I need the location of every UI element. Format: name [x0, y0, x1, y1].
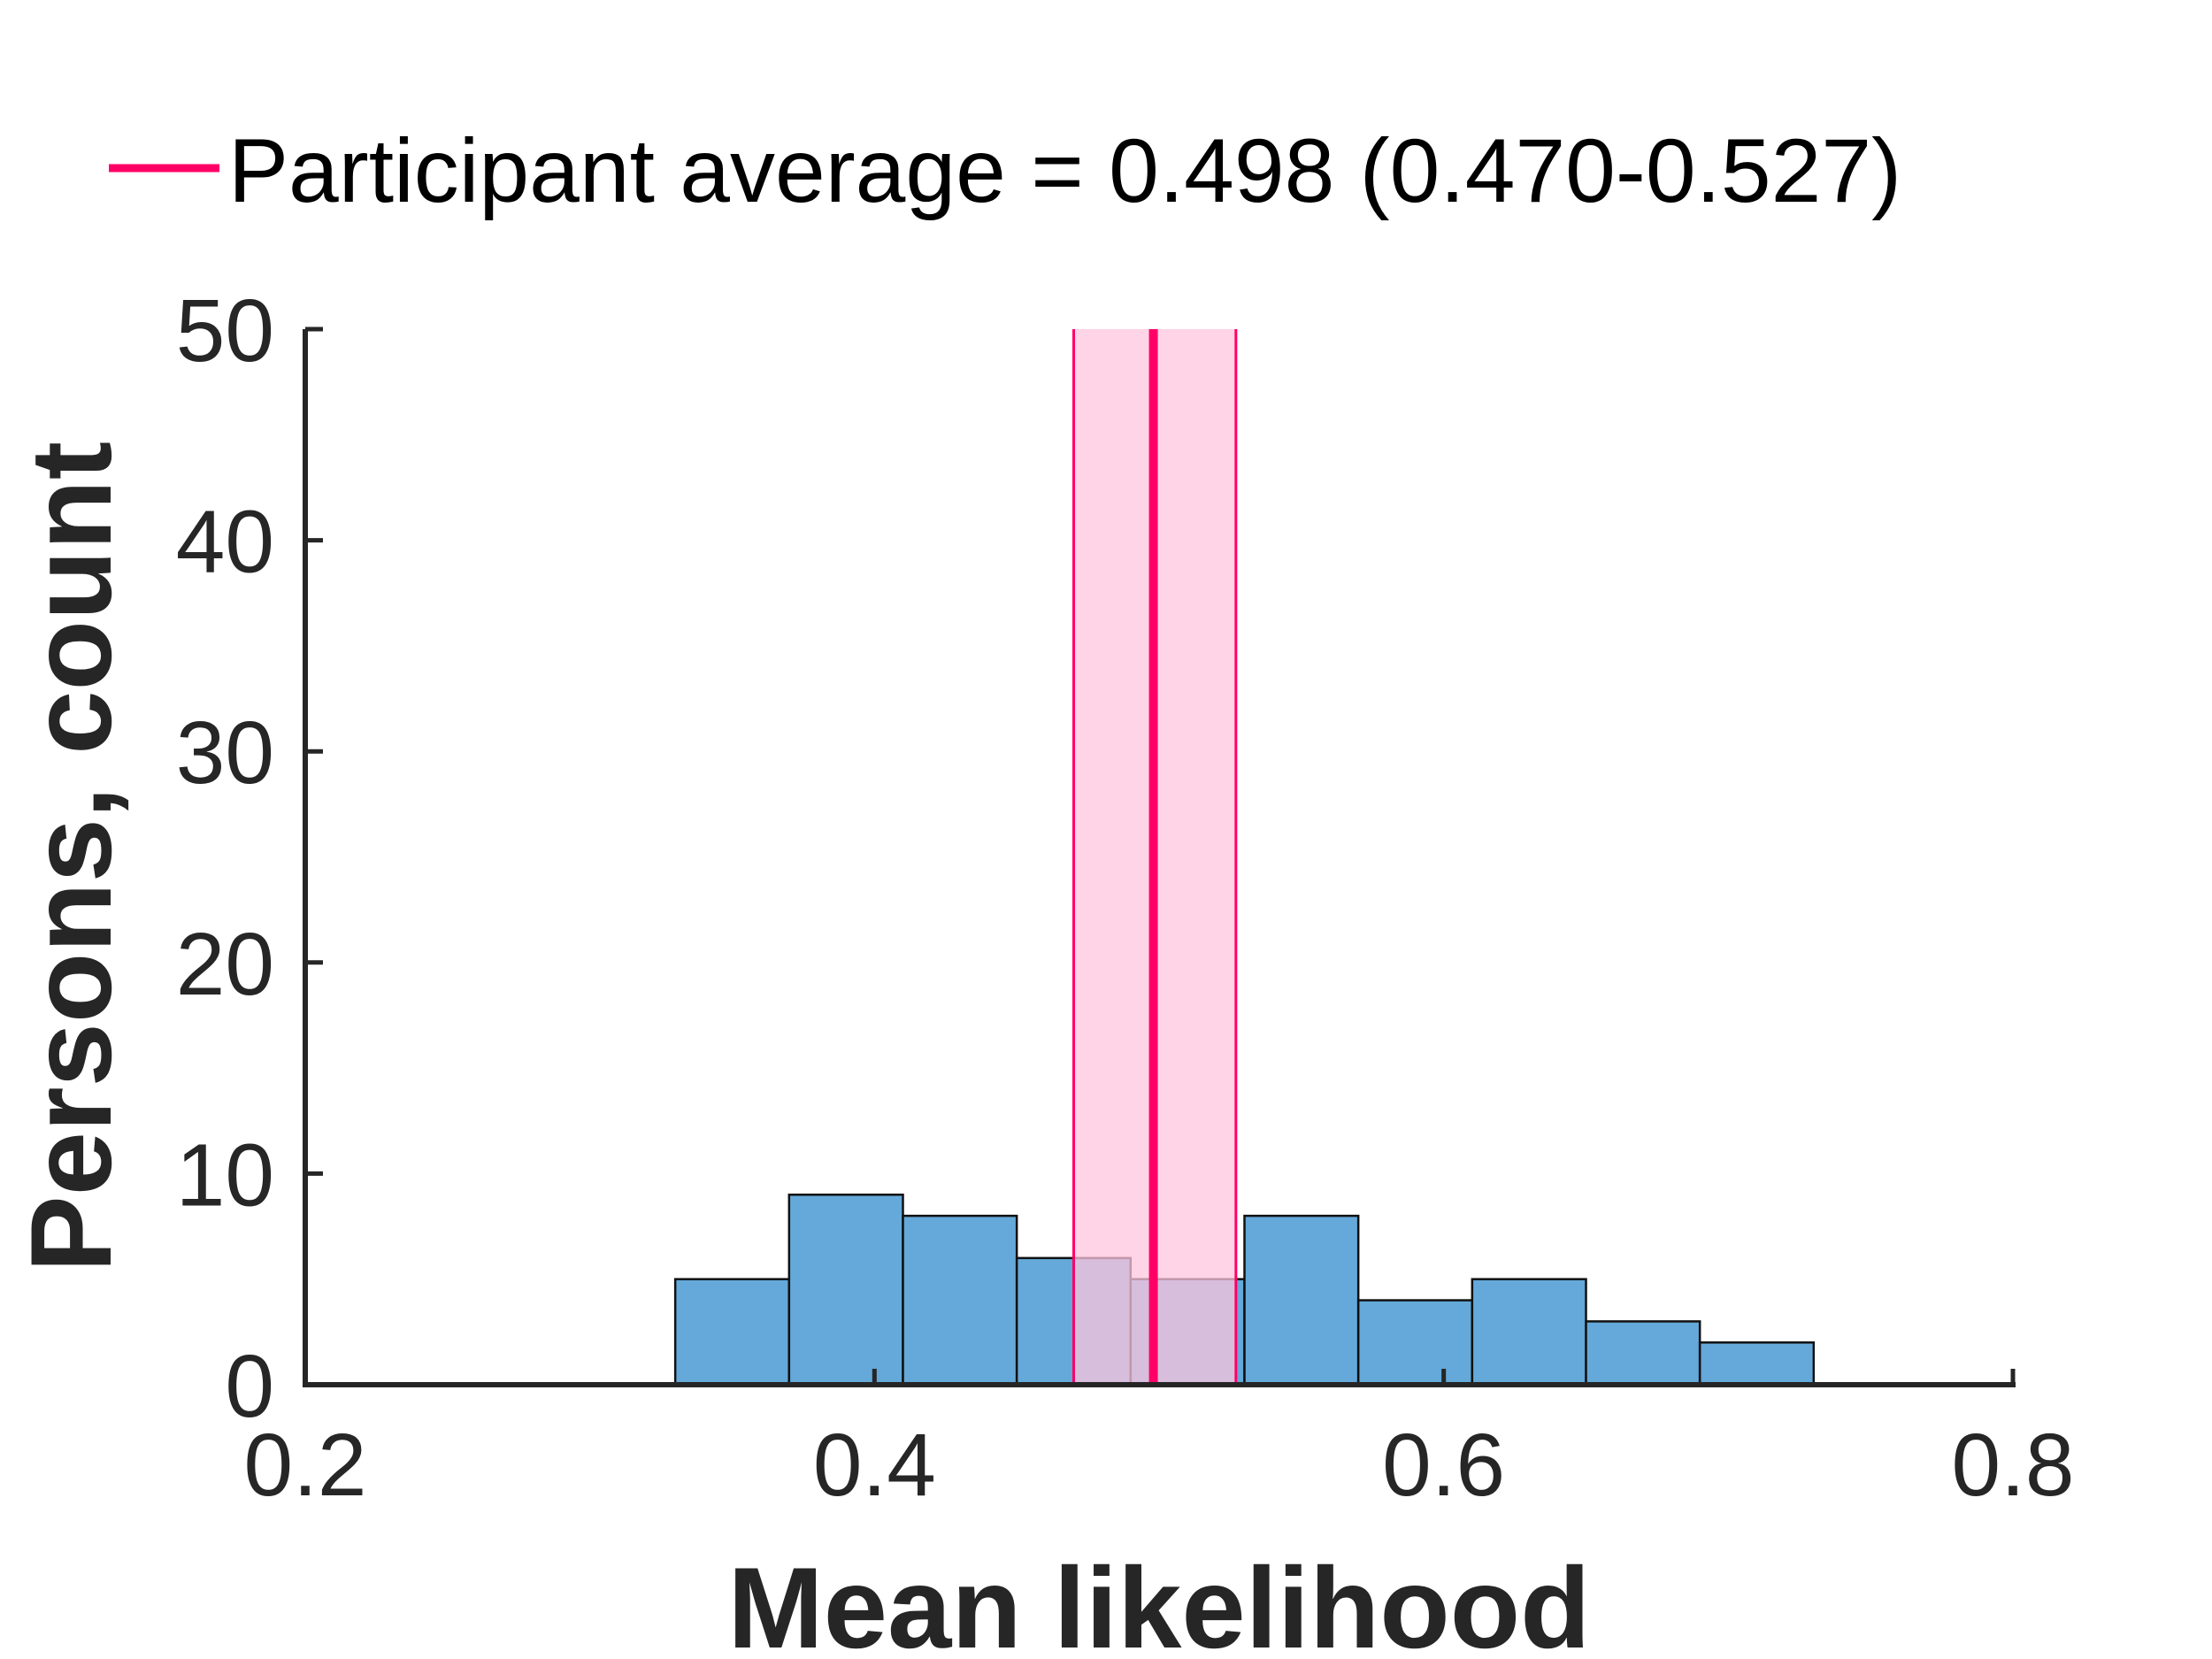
x-axis-label: Mean likelihood: [727, 1543, 1590, 1659]
x-tick-label: 0.8: [1951, 1416, 2074, 1515]
histogram-bar-6: [1243, 1214, 1360, 1386]
histogram-bar-7: [1356, 1299, 1474, 1386]
histogram-bar-10: [1698, 1341, 1816, 1386]
y-tick-label: 40: [176, 493, 274, 592]
y-tick-label: 20: [176, 915, 274, 1014]
bars-group: [673, 1194, 1816, 1386]
confidence-interval-group: [1072, 329, 1238, 1385]
histogram-bar-2: [787, 1194, 904, 1386]
y-tick-label: 30: [176, 703, 274, 803]
x-tick-label: 0.4: [813, 1416, 936, 1515]
histogram-bar-9: [1585, 1320, 1701, 1386]
legend: Participant average = 0.498 (0.470-0.527…: [109, 120, 1901, 221]
legend-label: Participant average = 0.498 (0.470-0.527…: [228, 120, 1901, 221]
y-axis-label: Persons, count: [6, 442, 135, 1272]
axes-group: [303, 326, 2016, 1387]
histogram-bar-8: [1471, 1278, 1587, 1386]
y-tick-label: 10: [176, 1125, 274, 1225]
x-tick-label: 0.2: [243, 1416, 366, 1515]
tick-labels-group: 0.2 0.4 0.6 0.8 0 10 20 30 40 50: [176, 281, 2075, 1515]
histogram-bar-1: [673, 1278, 791, 1386]
x-tick-label: 0.6: [1382, 1416, 1505, 1515]
y-tick-label: 50: [176, 281, 274, 380]
y-tick-label: 0: [225, 1337, 274, 1436]
histogram-bar-3: [902, 1214, 1018, 1386]
